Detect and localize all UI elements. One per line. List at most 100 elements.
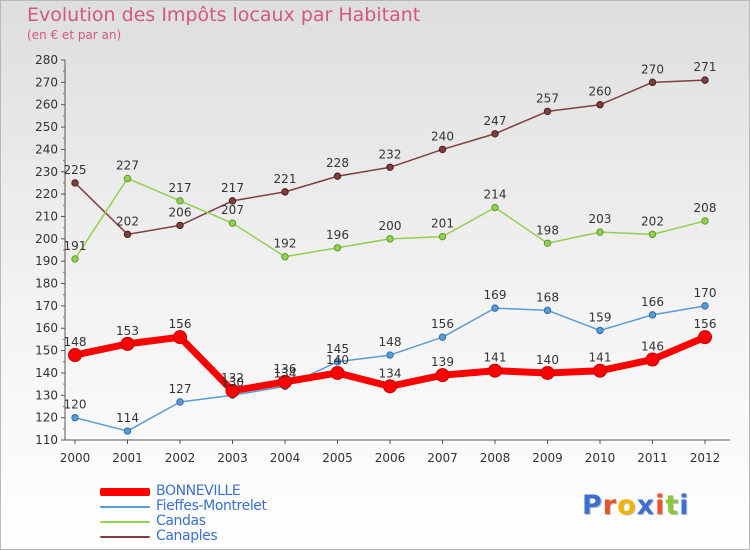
y-tick-label: 200 — [35, 232, 58, 246]
data-point-candas — [228, 219, 237, 227]
x-tick-label: 2006 — [375, 451, 406, 465]
data-label-fieffes-montrelet: 145 — [326, 342, 349, 356]
data-point-fieffes-montrelet — [491, 304, 499, 312]
data-label-bonneville: 132 — [221, 371, 244, 385]
data-point-candas — [281, 253, 289, 261]
data-label-candas: 203 — [589, 212, 612, 226]
data-point-candas — [71, 255, 79, 263]
data-point-canaples — [281, 188, 289, 196]
data-label-candas: 200 — [379, 219, 402, 233]
data-point-bonneville — [540, 365, 555, 380]
data-point-bonneville — [645, 352, 660, 367]
data-label-bonneville: 136 — [274, 362, 297, 376]
data-label-bonneville: 153 — [116, 324, 139, 338]
data-label-canaples: 247 — [484, 114, 507, 128]
x-tick-label: 2009 — [532, 451, 563, 465]
data-label-candas: 191 — [64, 239, 87, 253]
x-tick-label: 2000 — [60, 451, 91, 465]
data-point-candas — [386, 235, 394, 243]
legend-label: Canaples — [156, 528, 218, 544]
x-tick-label: 2005 — [322, 451, 353, 465]
data-point-bonneville — [593, 363, 607, 378]
data-label-canaples: 240 — [431, 129, 454, 143]
data-label-canaples: 260 — [589, 85, 612, 99]
data-point-canaples — [543, 107, 552, 116]
data-label-canaples: 257 — [536, 91, 559, 105]
chart-title: Evolution des Impôts locaux par Habitant — [27, 4, 421, 26]
y-tick-label: 160 — [35, 321, 58, 335]
legend-swatch — [100, 521, 150, 523]
data-label-candas: 227 — [116, 158, 139, 172]
data-point-fieffes-montrelet — [386, 351, 394, 359]
data-label-fieffes-montrelet: 168 — [536, 290, 559, 304]
x-tick-label: 2011 — [637, 451, 668, 465]
data-label-fieffes-montrelet: 114 — [116, 411, 139, 425]
y-tick-label: 280 — [35, 53, 58, 67]
data-label-fieffes-montrelet: 127 — [169, 382, 192, 396]
data-label-candas: 217 — [169, 181, 192, 195]
legend-label: BONNEVILLE — [156, 483, 241, 499]
data-label-candas: 207 — [221, 203, 244, 217]
y-tick-label: 130 — [35, 388, 58, 402]
x-tick-label: 2008 — [480, 451, 511, 465]
data-label-canaples: 232 — [379, 147, 402, 161]
y-tick-label: 240 — [35, 142, 58, 156]
data-point-canaples — [228, 197, 237, 205]
chart-subtitle: (en € et par an) — [27, 28, 122, 42]
x-tick-label: 2003 — [217, 451, 248, 465]
x-tick-label: 2010 — [585, 451, 616, 465]
y-tick-label: 190 — [35, 254, 58, 268]
legend-label: Fieffes-Montrelet — [156, 498, 267, 514]
data-label-candas: 196 — [326, 228, 349, 242]
y-tick-label: 210 — [35, 209, 58, 223]
data-label-canaples: 206 — [169, 205, 192, 219]
data-point-canaples — [386, 163, 394, 171]
data-point-bonneville — [68, 348, 82, 363]
data-point-canaples — [596, 101, 604, 109]
data-point-fieffes-montrelet — [438, 333, 447, 341]
data-point-candas — [543, 239, 552, 247]
data-point-candas — [333, 244, 342, 252]
legend-swatch — [100, 506, 150, 508]
legend-item-canaples: Canaples — [100, 528, 360, 544]
data-point-bonneville — [278, 374, 292, 389]
data-label-bonneville: 141 — [484, 351, 507, 365]
data-point-fieffes-montrelet — [176, 398, 184, 406]
data-point-candas — [491, 203, 499, 212]
data-point-canaples — [648, 78, 657, 87]
data-label-canaples: 202 — [116, 214, 139, 228]
legend-item-candas: Candas — [100, 513, 360, 529]
data-point-fieffes-montrelet — [71, 413, 79, 422]
y-tick-label: 170 — [35, 299, 58, 313]
y-tick-label: 260 — [35, 98, 58, 112]
y-tick-label: 230 — [35, 165, 58, 179]
x-tick-label: 2002 — [165, 451, 196, 465]
data-label-fieffes-montrelet: 170 — [694, 286, 717, 300]
data-point-bonneville — [330, 365, 345, 380]
data-point-canaples — [438, 145, 447, 154]
data-label-fieffes-montrelet: 166 — [641, 295, 664, 309]
data-label-canaples: 270 — [641, 62, 664, 76]
data-label-canaples: 221 — [274, 172, 297, 186]
data-point-candas — [176, 197, 184, 205]
chart-legend: BONNEVILLE Fieffes-Montrelet Candas Cana… — [100, 483, 360, 544]
data-point-fieffes-montrelet — [123, 427, 132, 435]
data-label-fieffes-montrelet: 130 — [221, 375, 244, 389]
legend-swatch — [100, 536, 150, 538]
data-point-bonneville — [173, 330, 187, 345]
y-tick-label: 120 — [35, 411, 58, 425]
y-tick-label: 220 — [35, 187, 58, 201]
data-label-fieffes-montrelet: 159 — [589, 310, 612, 324]
data-point-bonneville — [120, 336, 135, 351]
data-label-bonneville: 156 — [694, 317, 717, 331]
data-point-bonneville — [435, 368, 450, 383]
legend-swatch — [100, 488, 150, 496]
y-tick-label: 180 — [35, 277, 58, 291]
data-point-bonneville — [383, 379, 397, 394]
legend-item-fieffes-montrelet: Fieffes-Montrelet — [100, 498, 360, 514]
data-label-bonneville: 140 — [536, 353, 559, 367]
data-point-canaples — [333, 172, 342, 180]
data-label-candas: 214 — [484, 188, 507, 202]
